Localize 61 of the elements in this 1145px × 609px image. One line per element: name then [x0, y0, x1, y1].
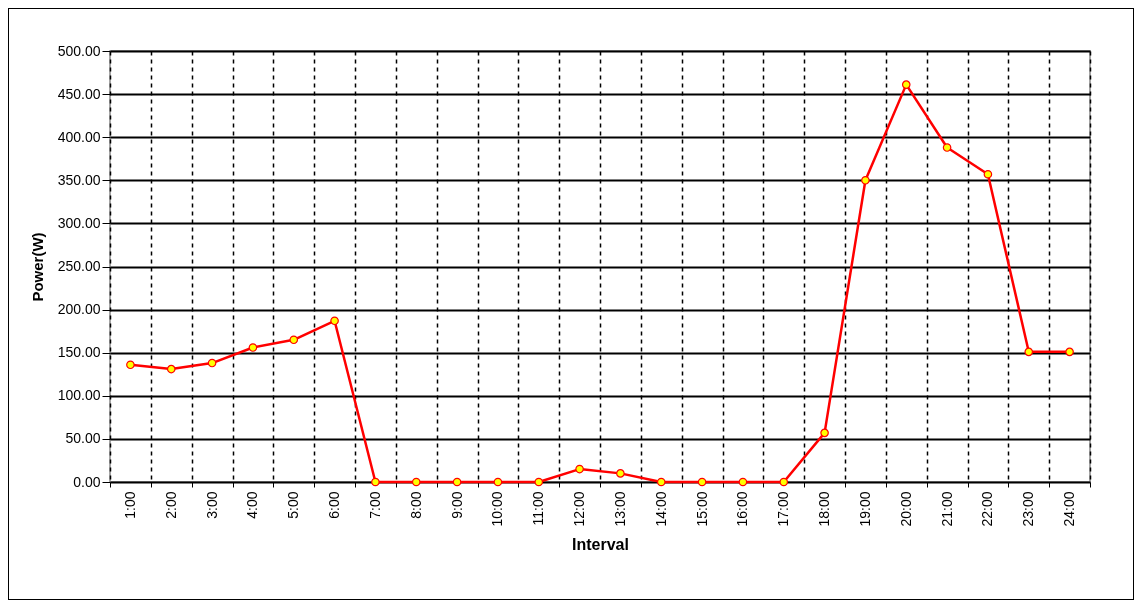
y-tick-label: 350.00 — [57, 171, 101, 188]
x-tick-label: 21:00 — [938, 491, 955, 527]
point — [820, 428, 829, 438]
x-tick-label: 23:00 — [1020, 491, 1037, 527]
x-tick-label: 17:00 — [775, 491, 792, 527]
y-tick-label: 300.00 — [57, 214, 101, 231]
x-tick-label: 1:00 — [121, 491, 138, 519]
x-tick-label: 13:00 — [611, 491, 628, 527]
point — [493, 477, 503, 487]
x-tick-label: 24:00 — [1061, 491, 1078, 527]
y-tick-label: 0.00 — [73, 473, 101, 490]
y-tick-label: 50.00 — [65, 430, 101, 447]
x-tick-label: 7:00 — [366, 491, 383, 519]
y-tick-label: 200.00 — [57, 301, 101, 318]
y-tick-label: 450.00 — [57, 85, 101, 102]
point — [779, 477, 789, 487]
point — [166, 364, 176, 374]
x-tick-label: 15:00 — [693, 491, 710, 527]
y-tick-label: 100.00 — [57, 387, 101, 404]
x-tick-label: 4:00 — [244, 491, 261, 519]
point — [616, 469, 625, 478]
point — [738, 477, 748, 487]
y-tick-label: 250.00 — [57, 258, 101, 274]
y-axis-title: Power(W) — [28, 232, 46, 302]
point — [207, 358, 217, 368]
x-tick-label: 2:00 — [162, 491, 179, 519]
x-tick-label: 12:00 — [571, 491, 588, 527]
point — [901, 80, 911, 89]
point — [697, 477, 707, 487]
y-tick-label: 400.00 — [57, 128, 101, 145]
point — [861, 176, 870, 185]
point — [1024, 347, 1034, 357]
y-tick-label: 500.00 — [57, 42, 101, 59]
point — [656, 477, 666, 487]
point — [942, 143, 952, 152]
point — [248, 343, 258, 352]
x-tick-label: 20:00 — [897, 491, 914, 527]
x-tick-label: 9:00 — [448, 491, 465, 519]
x-tick-label: 16:00 — [734, 491, 751, 527]
point — [330, 316, 339, 326]
point — [371, 477, 380, 487]
point — [452, 477, 462, 487]
x-tick-label: 22:00 — [979, 491, 996, 527]
x-tick-label: 5:00 — [285, 491, 302, 519]
point — [1065, 347, 1074, 357]
x-tick-label: 18:00 — [816, 491, 833, 527]
x-tick-label: 19:00 — [856, 491, 873, 527]
point — [411, 477, 421, 487]
x-axis-title: Interval — [572, 535, 629, 553]
x-tick-label: 11:00 — [530, 491, 547, 526]
point — [534, 477, 544, 487]
y-tick-label: 150.00 — [57, 344, 101, 361]
x-tick-label: 14:00 — [652, 491, 669, 527]
point — [575, 464, 584, 474]
x-tick-label: 3:00 — [203, 491, 220, 519]
point — [289, 335, 299, 345]
point — [983, 169, 993, 179]
x-tick-label: 6:00 — [326, 491, 343, 519]
x-tick-label: 10:00 — [489, 491, 506, 527]
point — [126, 360, 135, 370]
x-tick-label: 8:00 — [407, 491, 424, 519]
